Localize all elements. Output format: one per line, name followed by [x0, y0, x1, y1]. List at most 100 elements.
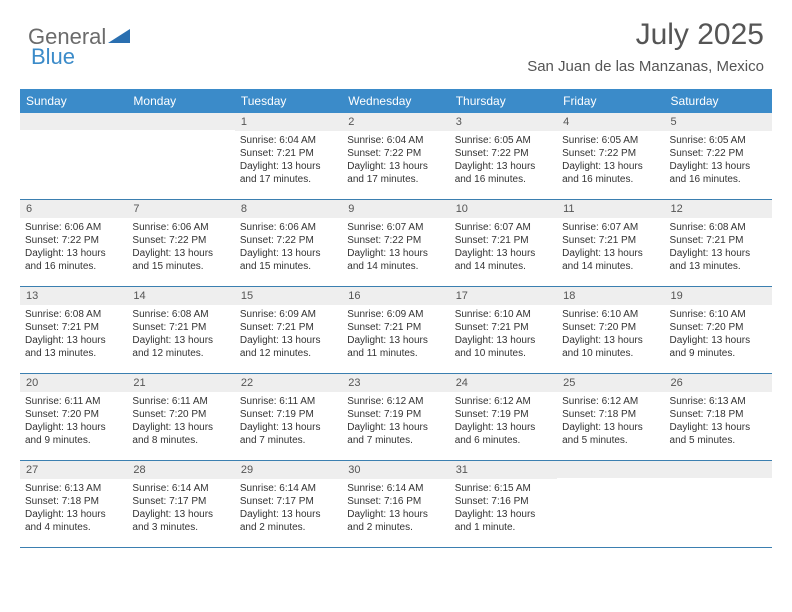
- day-content: Sunrise: 6:15 AMSunset: 7:16 PMDaylight:…: [450, 479, 557, 538]
- day-number: 25: [557, 374, 664, 392]
- day-header-fri: Friday: [557, 89, 664, 113]
- day-number: 15: [235, 287, 342, 305]
- day-cell: [557, 461, 664, 547]
- month-title: July 2025: [527, 18, 764, 52]
- day-header-sat: Saturday: [665, 89, 772, 113]
- sunrise-text: Sunrise: 6:11 AM: [25, 395, 122, 408]
- day-number: [20, 113, 127, 130]
- day-number: 30: [342, 461, 449, 479]
- day-content: Sunrise: 6:06 AMSunset: 7:22 PMDaylight:…: [20, 218, 127, 277]
- day-number: 27: [20, 461, 127, 479]
- sunrise-text: Sunrise: 6:13 AM: [25, 482, 122, 495]
- day-content: Sunrise: 6:12 AMSunset: 7:19 PMDaylight:…: [342, 392, 449, 451]
- sunrise-text: Sunrise: 6:10 AM: [670, 308, 767, 321]
- day-number: 22: [235, 374, 342, 392]
- day-cell: 4Sunrise: 6:05 AMSunset: 7:22 PMDaylight…: [557, 113, 664, 199]
- day-cell: [127, 113, 234, 199]
- title-block: July 2025 San Juan de las Manzanas, Mexi…: [527, 18, 764, 75]
- day-content: Sunrise: 6:08 AMSunset: 7:21 PMDaylight:…: [665, 218, 772, 277]
- sunset-text: Sunset: 7:17 PM: [240, 495, 337, 508]
- day-cell: 8Sunrise: 6:06 AMSunset: 7:22 PMDaylight…: [235, 200, 342, 286]
- sunrise-text: Sunrise: 6:09 AM: [347, 308, 444, 321]
- sunrise-text: Sunrise: 6:06 AM: [132, 221, 229, 234]
- day-cell: 13Sunrise: 6:08 AMSunset: 7:21 PMDayligh…: [20, 287, 127, 373]
- day-number: [557, 461, 664, 478]
- day-content: Sunrise: 6:08 AMSunset: 7:21 PMDaylight:…: [20, 305, 127, 364]
- day-cell: 9Sunrise: 6:07 AMSunset: 7:22 PMDaylight…: [342, 200, 449, 286]
- sunset-text: Sunset: 7:21 PM: [25, 321, 122, 334]
- day-content: Sunrise: 6:08 AMSunset: 7:21 PMDaylight:…: [127, 305, 234, 364]
- day-cell: 31Sunrise: 6:15 AMSunset: 7:16 PMDayligh…: [450, 461, 557, 547]
- daylight-text: Daylight: 13 hours and 3 minutes.: [132, 508, 229, 534]
- day-content: Sunrise: 6:07 AMSunset: 7:21 PMDaylight:…: [557, 218, 664, 277]
- day-cell: 12Sunrise: 6:08 AMSunset: 7:21 PMDayligh…: [665, 200, 772, 286]
- daylight-text: Daylight: 13 hours and 16 minutes.: [562, 160, 659, 186]
- sunset-text: Sunset: 7:21 PM: [562, 234, 659, 247]
- sunrise-text: Sunrise: 6:10 AM: [562, 308, 659, 321]
- weeks-container: 1Sunrise: 6:04 AMSunset: 7:21 PMDaylight…: [20, 113, 772, 548]
- day-cell: 5Sunrise: 6:05 AMSunset: 7:22 PMDaylight…: [665, 113, 772, 199]
- day-content: Sunrise: 6:10 AMSunset: 7:20 PMDaylight:…: [665, 305, 772, 364]
- sunrise-text: Sunrise: 6:05 AM: [670, 134, 767, 147]
- day-content: Sunrise: 6:13 AMSunset: 7:18 PMDaylight:…: [665, 392, 772, 451]
- day-content: Sunrise: 6:11 AMSunset: 7:19 PMDaylight:…: [235, 392, 342, 451]
- day-cell: 25Sunrise: 6:12 AMSunset: 7:18 PMDayligh…: [557, 374, 664, 460]
- day-cell: 17Sunrise: 6:10 AMSunset: 7:21 PMDayligh…: [450, 287, 557, 373]
- day-number: 26: [665, 374, 772, 392]
- day-number: 11: [557, 200, 664, 218]
- logo-blue-row: Blue: [31, 44, 75, 70]
- daylight-text: Daylight: 13 hours and 14 minutes.: [455, 247, 552, 273]
- day-number: 14: [127, 287, 234, 305]
- day-content: Sunrise: 6:07 AMSunset: 7:22 PMDaylight:…: [342, 218, 449, 277]
- daylight-text: Daylight: 13 hours and 13 minutes.: [25, 334, 122, 360]
- sunrise-text: Sunrise: 6:07 AM: [347, 221, 444, 234]
- day-cell: 24Sunrise: 6:12 AMSunset: 7:19 PMDayligh…: [450, 374, 557, 460]
- daylight-text: Daylight: 13 hours and 17 minutes.: [347, 160, 444, 186]
- day-content: Sunrise: 6:10 AMSunset: 7:20 PMDaylight:…: [557, 305, 664, 364]
- day-cell: [20, 113, 127, 199]
- day-content: Sunrise: 6:04 AMSunset: 7:22 PMDaylight:…: [342, 131, 449, 190]
- sunset-text: Sunset: 7:21 PM: [240, 321, 337, 334]
- day-number: 28: [127, 461, 234, 479]
- sunrise-text: Sunrise: 6:10 AM: [455, 308, 552, 321]
- day-content: Sunrise: 6:05 AMSunset: 7:22 PMDaylight:…: [557, 131, 664, 190]
- sunset-text: Sunset: 7:18 PM: [670, 408, 767, 421]
- daylight-text: Daylight: 13 hours and 12 minutes.: [132, 334, 229, 360]
- day-header-mon: Monday: [127, 89, 234, 113]
- daylight-text: Daylight: 13 hours and 1 minute.: [455, 508, 552, 534]
- day-cell: 18Sunrise: 6:10 AMSunset: 7:20 PMDayligh…: [557, 287, 664, 373]
- day-number: 20: [20, 374, 127, 392]
- daylight-text: Daylight: 13 hours and 9 minutes.: [670, 334, 767, 360]
- sunrise-text: Sunrise: 6:08 AM: [132, 308, 229, 321]
- sunset-text: Sunset: 7:21 PM: [670, 234, 767, 247]
- day-number: 3: [450, 113, 557, 131]
- sunrise-text: Sunrise: 6:06 AM: [240, 221, 337, 234]
- sunset-text: Sunset: 7:19 PM: [455, 408, 552, 421]
- sunrise-text: Sunrise: 6:05 AM: [455, 134, 552, 147]
- day-number: 12: [665, 200, 772, 218]
- day-number: 31: [450, 461, 557, 479]
- day-content: Sunrise: 6:07 AMSunset: 7:21 PMDaylight:…: [450, 218, 557, 277]
- day-content: Sunrise: 6:05 AMSunset: 7:22 PMDaylight:…: [450, 131, 557, 190]
- day-number: 16: [342, 287, 449, 305]
- daylight-text: Daylight: 13 hours and 2 minutes.: [347, 508, 444, 534]
- day-cell: 27Sunrise: 6:13 AMSunset: 7:18 PMDayligh…: [20, 461, 127, 547]
- sunrise-text: Sunrise: 6:12 AM: [562, 395, 659, 408]
- day-content: Sunrise: 6:12 AMSunset: 7:18 PMDaylight:…: [557, 392, 664, 451]
- day-number: 23: [342, 374, 449, 392]
- day-cell: 30Sunrise: 6:14 AMSunset: 7:16 PMDayligh…: [342, 461, 449, 547]
- day-cell: 26Sunrise: 6:13 AMSunset: 7:18 PMDayligh…: [665, 374, 772, 460]
- sunset-text: Sunset: 7:21 PM: [455, 234, 552, 247]
- daylight-text: Daylight: 13 hours and 10 minutes.: [455, 334, 552, 360]
- sunrise-text: Sunrise: 6:06 AM: [25, 221, 122, 234]
- day-number: 1: [235, 113, 342, 131]
- sunset-text: Sunset: 7:18 PM: [562, 408, 659, 421]
- day-cell: 14Sunrise: 6:08 AMSunset: 7:21 PMDayligh…: [127, 287, 234, 373]
- day-content: Sunrise: 6:14 AMSunset: 7:16 PMDaylight:…: [342, 479, 449, 538]
- day-content: Sunrise: 6:14 AMSunset: 7:17 PMDaylight:…: [127, 479, 234, 538]
- day-cell: 29Sunrise: 6:14 AMSunset: 7:17 PMDayligh…: [235, 461, 342, 547]
- sunset-text: Sunset: 7:16 PM: [455, 495, 552, 508]
- sunset-text: Sunset: 7:22 PM: [347, 234, 444, 247]
- day-content: [665, 478, 772, 538]
- week-row: 27Sunrise: 6:13 AMSunset: 7:18 PMDayligh…: [20, 461, 772, 548]
